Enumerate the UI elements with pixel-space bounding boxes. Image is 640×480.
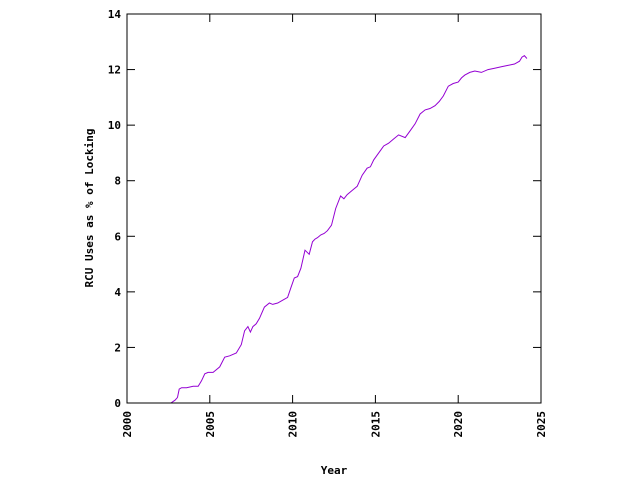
x-tick-label: 2000 — [121, 411, 134, 438]
y-tick-label: 6 — [114, 230, 121, 243]
y-axis-label: RCU Uses as % of Locking — [83, 129, 96, 288]
x-axis-label: Year — [321, 464, 348, 477]
y-tick-label: 4 — [114, 286, 121, 299]
y-tick-label: 0 — [114, 397, 121, 410]
x-tick-label: 2005 — [204, 411, 217, 438]
series-line — [170, 55, 528, 404]
x-tick-label: 2020 — [452, 411, 465, 438]
x-tick-label: 2010 — [287, 411, 300, 438]
x-tick-label: 2025 — [535, 411, 548, 438]
y-tick-label: 2 — [114, 341, 121, 354]
y-tick-label: 14 — [108, 8, 122, 21]
x-tick-label: 2015 — [369, 411, 382, 438]
y-tick-label: 8 — [114, 175, 121, 188]
y-tick-label: 10 — [108, 119, 121, 132]
plot-frame — [126, 13, 542, 404]
y-tick-label: 12 — [108, 64, 121, 77]
series-layer — [170, 55, 528, 404]
